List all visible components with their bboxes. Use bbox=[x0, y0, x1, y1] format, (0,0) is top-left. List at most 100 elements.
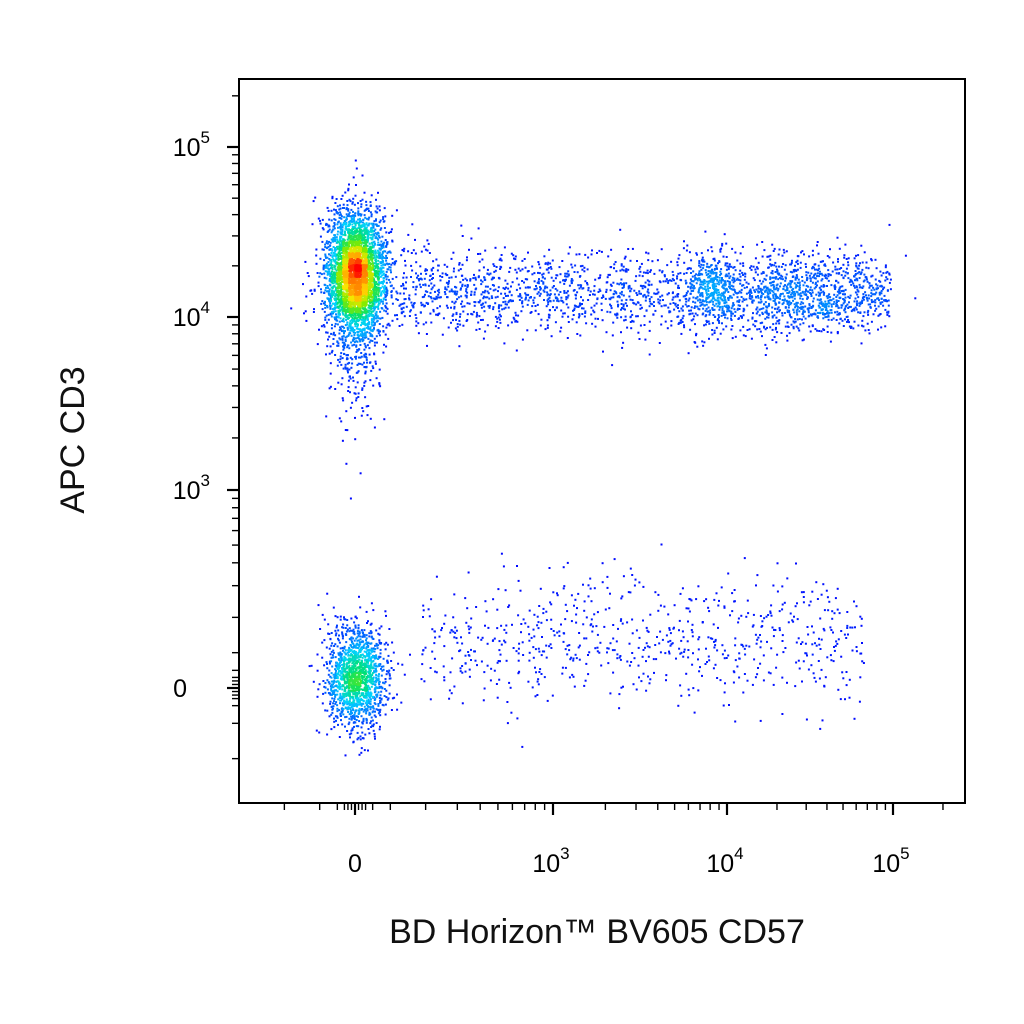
event-dot bbox=[728, 280, 731, 283]
event-dot bbox=[586, 268, 589, 271]
event-dot bbox=[715, 271, 718, 274]
event-dot bbox=[730, 317, 732, 320]
event-dot bbox=[845, 684, 848, 687]
event-dot bbox=[324, 686, 327, 689]
event-dot bbox=[514, 320, 517, 323]
event-dot bbox=[540, 673, 543, 675]
event-dot bbox=[769, 254, 772, 257]
event-dot bbox=[658, 642, 661, 645]
event-dot bbox=[881, 301, 884, 304]
event-dot bbox=[772, 284, 775, 286]
event-dot bbox=[329, 362, 332, 365]
event-dot bbox=[335, 719, 337, 722]
event-dot bbox=[339, 338, 342, 341]
event-dot bbox=[382, 218, 385, 221]
event-dot bbox=[432, 266, 435, 269]
event-dot bbox=[381, 316, 384, 319]
event-dot bbox=[709, 280, 712, 283]
event-dot bbox=[362, 717, 365, 720]
event-dot bbox=[398, 304, 401, 307]
event-dot bbox=[773, 293, 776, 296]
event-dot bbox=[879, 285, 882, 288]
event-dot bbox=[309, 289, 312, 292]
event-dot bbox=[857, 311, 860, 314]
event-dot bbox=[509, 299, 512, 302]
event-dot bbox=[635, 292, 638, 294]
event-dot bbox=[778, 629, 781, 632]
event-dot bbox=[789, 282, 792, 285]
event-dot bbox=[818, 286, 821, 289]
event-dot bbox=[513, 318, 516, 321]
event-dot bbox=[378, 368, 381, 371]
event-dot bbox=[424, 646, 427, 649]
event-dot bbox=[817, 264, 820, 267]
event-dot bbox=[585, 322, 588, 325]
event-dot bbox=[771, 316, 774, 319]
event-dot bbox=[381, 254, 384, 256]
event-dot bbox=[758, 279, 761, 282]
event-dot bbox=[548, 316, 551, 319]
event-dot bbox=[378, 251, 381, 254]
event-dot bbox=[846, 303, 849, 306]
event-dot bbox=[771, 276, 774, 279]
event-dot bbox=[527, 680, 530, 683]
event-dot bbox=[551, 259, 554, 262]
event-dot bbox=[346, 628, 349, 631]
event-dot bbox=[701, 303, 704, 306]
event-dot bbox=[773, 314, 776, 317]
event-dot bbox=[329, 693, 332, 696]
event-dot bbox=[554, 287, 557, 290]
event-dot bbox=[682, 636, 685, 639]
event-dot bbox=[707, 606, 710, 609]
event-dot bbox=[526, 278, 529, 281]
event-dot bbox=[792, 620, 795, 623]
event-dot bbox=[318, 731, 321, 734]
event-dot bbox=[849, 327, 852, 329]
event-dot bbox=[800, 307, 803, 310]
event-dot bbox=[321, 300, 324, 303]
event-dot bbox=[794, 306, 797, 309]
event-dot bbox=[669, 639, 672, 642]
event-dot bbox=[654, 292, 657, 295]
event-dot bbox=[629, 316, 632, 319]
event-dot bbox=[824, 313, 827, 315]
event-dot bbox=[680, 319, 683, 321]
event-dot bbox=[508, 299, 511, 302]
event-dot bbox=[520, 631, 522, 634]
event-dot bbox=[793, 282, 796, 285]
event-dot bbox=[524, 292, 527, 295]
event-dot bbox=[377, 238, 380, 241]
event-dot bbox=[420, 250, 423, 253]
event-dot bbox=[329, 296, 332, 299]
event-dot bbox=[377, 712, 380, 715]
event-dot bbox=[820, 279, 823, 282]
event-dot bbox=[702, 287, 705, 290]
event-dot bbox=[368, 347, 371, 350]
event-dot bbox=[691, 623, 694, 626]
event-dot bbox=[740, 296, 743, 298]
event-dot bbox=[334, 240, 337, 243]
event-dot bbox=[743, 673, 746, 675]
event-dot bbox=[616, 282, 619, 285]
event-dot bbox=[549, 266, 552, 268]
event-dot bbox=[335, 313, 337, 316]
event-dot bbox=[680, 332, 683, 335]
event-dot bbox=[767, 297, 770, 300]
event-dot bbox=[721, 285, 724, 288]
event-dot bbox=[480, 660, 483, 663]
event-dot bbox=[506, 722, 509, 725]
event-dot bbox=[687, 688, 690, 691]
event-dot bbox=[339, 328, 342, 330]
event-dot bbox=[483, 295, 485, 298]
event-dot bbox=[678, 310, 681, 313]
event-dot bbox=[605, 288, 608, 291]
event-dot bbox=[853, 284, 855, 287]
event-dot bbox=[563, 312, 566, 315]
event-dot bbox=[825, 307, 828, 310]
event-dot bbox=[490, 295, 493, 298]
event-dot bbox=[471, 313, 474, 316]
event-dot bbox=[724, 298, 727, 301]
event-dot bbox=[807, 290, 810, 293]
event-dot bbox=[703, 600, 706, 603]
event-dot bbox=[340, 363, 343, 366]
